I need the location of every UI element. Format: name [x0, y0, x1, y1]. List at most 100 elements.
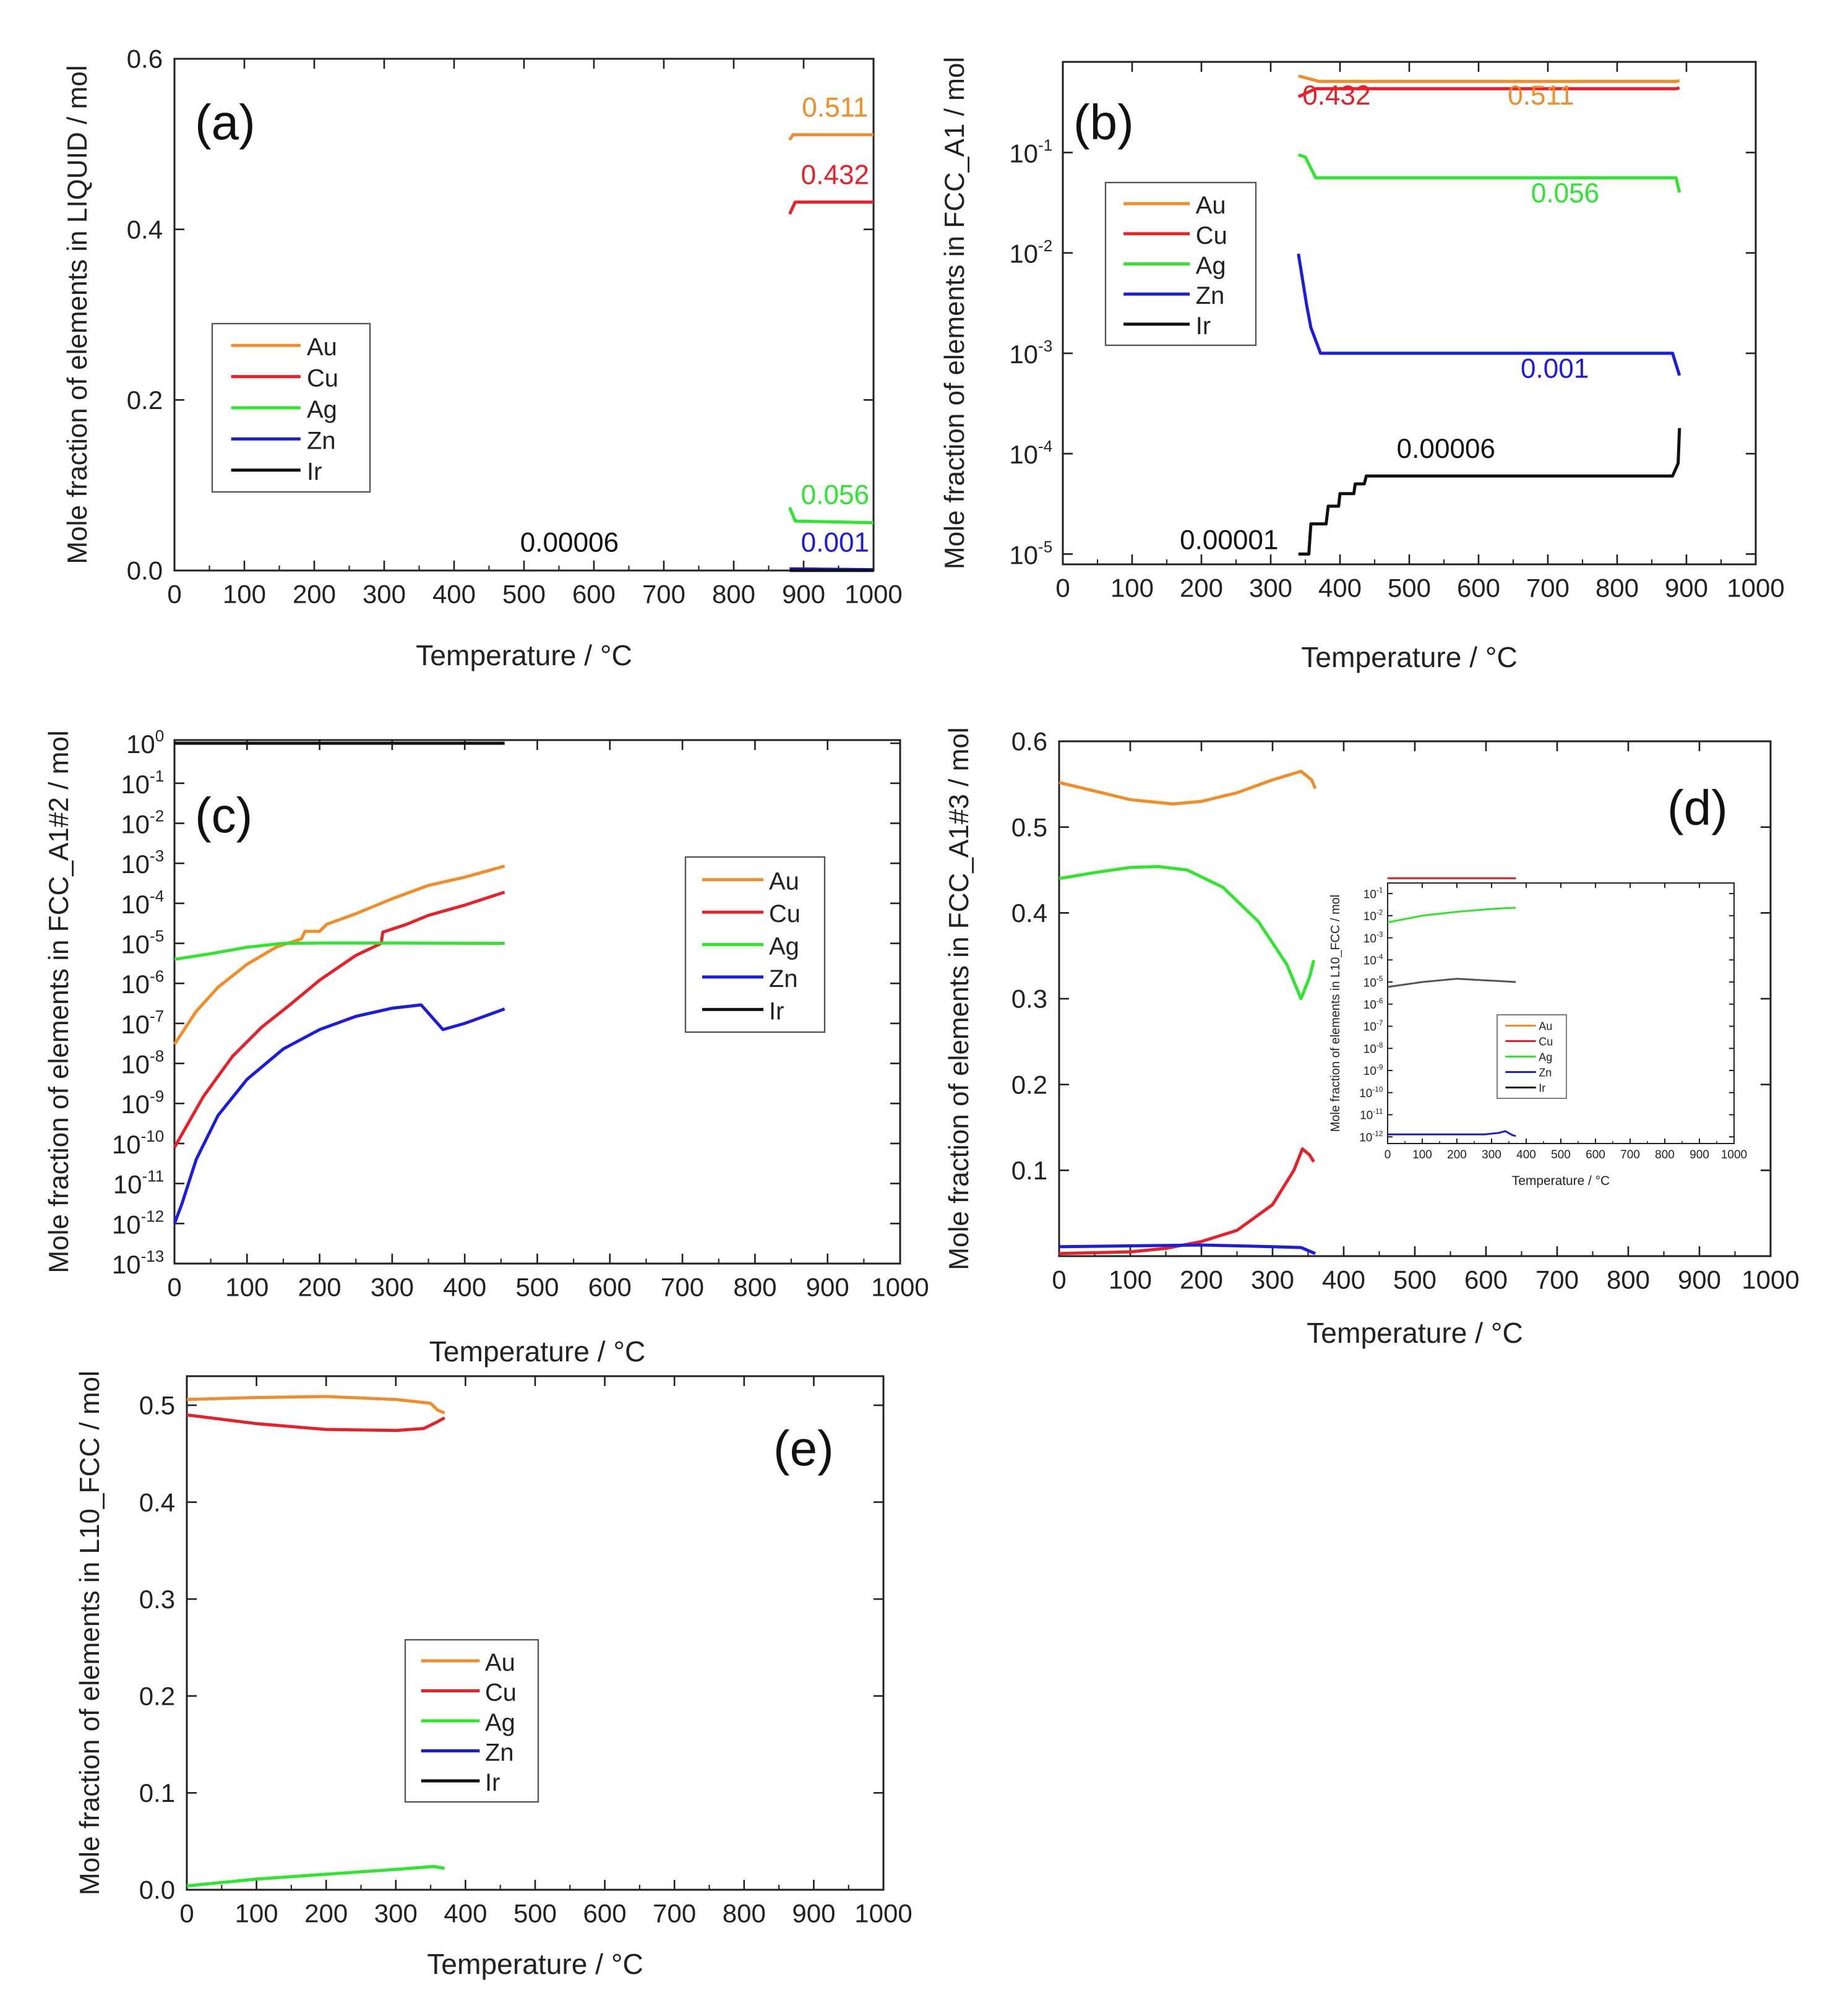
x-tick-label: 0 [1052, 1265, 1066, 1294]
y-tick-label: 10-6 [121, 967, 164, 999]
x-tick-label: 500 [502, 580, 546, 609]
x-tick-label: 400 [443, 1273, 486, 1302]
series-line-au [1058, 770, 1317, 806]
x-tick-label: 0 [179, 1899, 194, 1928]
panel-a: 0 100 200 300 400 500 600 700 800 900 1000 0.0 0.2 0.… [62, 45, 903, 671]
y-tick-label: 0.4 [1011, 898, 1047, 928]
data-label: 0.00001 [1180, 525, 1278, 555]
y-tick-label: 0.0 [127, 556, 163, 585]
legend-label: Ag [485, 1709, 515, 1736]
panel-c: 0 100 200 300 400 500 600 700 800 900 1000 10-13 10-… [44, 726, 929, 1368]
data-label: 0.001 [1521, 354, 1589, 384]
series-line-au [186, 1395, 445, 1415]
legend-label: Ir [485, 1769, 500, 1796]
x-tick-label: 700 [1620, 1148, 1640, 1161]
data-label: 0.056 [1531, 178, 1599, 209]
x-tick-label: 700 [1526, 574, 1570, 603]
x-tick-label: 800 [712, 580, 755, 609]
x-tick-label: 800 [733, 1273, 776, 1302]
y-tick-label: 10-5 [1363, 975, 1383, 990]
data-label: 0.432 [1302, 80, 1370, 111]
y-tick-label: 10-1 [1009, 136, 1052, 168]
y-axis-title: Mole fraction of elements in FCC_A1 / mo… [940, 57, 970, 569]
x-tick-label: 600 [1457, 574, 1500, 603]
x-tick-label: 300 [363, 580, 406, 609]
series-line-ag [1297, 153, 1681, 193]
y-tick-label: 10-10 [1359, 1085, 1383, 1100]
y-tick-label: 10-2 [1363, 908, 1383, 923]
x-tick-label: 200 [298, 1273, 341, 1302]
y-tick-label: 10-6 [1363, 997, 1383, 1012]
x-tick-label: 400 [1516, 1148, 1536, 1161]
series-line-cu [1297, 86, 1680, 98]
x-tick-label: 700 [1535, 1265, 1579, 1294]
x-tick-label: 1000 [1727, 574, 1784, 603]
x-tick-label: 800 [1607, 1265, 1650, 1294]
y-axis-title: Mole fraction of elements in L10_FCC / m… [1329, 895, 1342, 1132]
x-tick-label: 100 [223, 580, 266, 609]
y-tick-label: 10-8 [1363, 1041, 1383, 1056]
x-tick-label: 300 [1482, 1148, 1501, 1161]
y-tick-label: 0.2 [1011, 1070, 1047, 1099]
legend-label: Ir [769, 997, 784, 1025]
x-tick-label: 700 [642, 580, 685, 609]
x-tick-label: 400 [1322, 1265, 1365, 1294]
data-label: 0.432 [801, 160, 869, 191]
y-tick-label: 10-5 [1009, 537, 1052, 569]
x-tick-label: 900 [792, 1899, 835, 1928]
x-tick-label: 300 [1251, 1265, 1294, 1294]
panel-label: (b) [1073, 95, 1134, 150]
y-tick-label: 10-3 [1363, 931, 1383, 946]
plot-frame [1387, 882, 1735, 1144]
series-line-ir [1298, 428, 1681, 556]
y-tick-label: 0.2 [139, 1681, 175, 1710]
series-line-ag [186, 1864, 445, 1888]
x-tick-label: 500 [515, 1273, 559, 1302]
legend-label: Ir [307, 459, 322, 486]
x-axis-title: Temperature / °C [1307, 1317, 1523, 1349]
legend-label: Ag [1196, 252, 1226, 279]
y-tick-label: 0.5 [139, 1391, 175, 1420]
x-tick-label: 100 [1110, 574, 1154, 603]
x-tick-label: 100 [1412, 1148, 1432, 1161]
y-tick-label: 10-12 [1359, 1130, 1383, 1145]
y-tick-label: 10-1 [1363, 887, 1383, 902]
y-tick-label: 10-7 [1363, 1019, 1383, 1034]
x-axis-title: Temperature / °C [427, 1948, 643, 1980]
y-tick-label: 0.0 [139, 1876, 175, 1905]
data-label: 0.00006 [520, 528, 619, 558]
series-line-ag [1387, 907, 1516, 924]
data-label: 0.056 [801, 480, 869, 510]
series-line-zn [1058, 1243, 1316, 1256]
x-tick-label: 600 [1586, 1148, 1605, 1161]
x-tick-label: 1000 [844, 580, 902, 609]
series-line-zn [1388, 1130, 1516, 1137]
data-label: 0.511 [1508, 80, 1574, 111]
x-tick-label: 0 [1385, 1148, 1391, 1161]
x-tick-label: 800 [1655, 1148, 1675, 1161]
series-line-cu [1058, 1147, 1315, 1256]
y-tick-label: 10-2 [1009, 236, 1052, 269]
y-tick-label: 0.3 [1011, 984, 1047, 1014]
y-axis-title: Mole fraction of elements in FCC_A1#3 / … [944, 727, 974, 1270]
panel-label: (a) [195, 95, 256, 150]
x-tick-label: 0 [167, 580, 181, 609]
x-tick-label: 900 [1665, 574, 1708, 603]
series-line-ag [1058, 865, 1316, 1001]
y-tick-label: 10-1 [121, 767, 164, 799]
y-tick-label: 10-12 [112, 1207, 164, 1239]
legend-label: Au [485, 1649, 515, 1676]
y-tick-label: 0.5 [1011, 812, 1047, 842]
x-axis-title: Temperature / °C [416, 639, 632, 671]
y-tick-label: 0.3 [139, 1585, 175, 1614]
x-tick-label: 1000 [1721, 1148, 1747, 1161]
series-line-ir [1387, 978, 1516, 988]
y-tick-label: 0.1 [1011, 1156, 1047, 1185]
x-tick-label: 400 [432, 580, 476, 609]
series-line-ag [788, 507, 874, 525]
x-tick-label: 600 [1464, 1265, 1508, 1294]
y-tick-label: 10-3 [121, 846, 164, 879]
legend-label: Au [307, 334, 337, 361]
series-line-cu [186, 1413, 445, 1432]
legend-label: Zn [485, 1739, 514, 1766]
